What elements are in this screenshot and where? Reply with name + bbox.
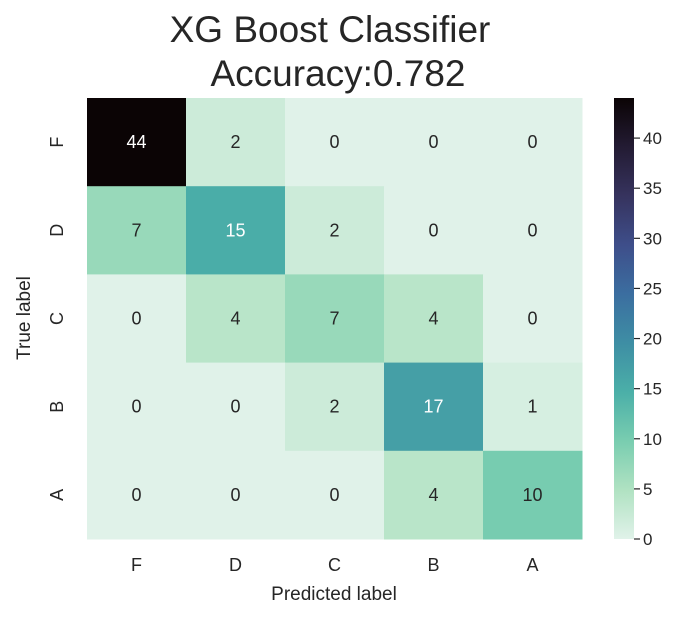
cell-value-label: 17 (423, 397, 443, 417)
chart-title: XG Boost Classifier (170, 9, 491, 50)
cell-value-label: 0 (131, 485, 141, 505)
cell-value-label: 0 (428, 220, 438, 240)
heatmap-cell-labels: 44 2 0 0 07 15 2 0 00 4 7 4 00 0 2 17 10 0 0 4 10 (126, 132, 542, 505)
heatmap-cells (87, 98, 583, 540)
cell-value-label: 0 (527, 132, 537, 152)
heatmap-cell (186, 186, 286, 275)
y-tick-label: C (47, 312, 67, 325)
cell-value-label: 0 (527, 220, 537, 240)
x-tick-label: F (131, 555, 142, 575)
cell-value-label: 7 (131, 220, 141, 240)
cell-value-label: 0 (428, 132, 438, 152)
heatmap-cell (483, 274, 583, 364)
cell-value-label: 10 (522, 485, 542, 505)
cell-value-label: 4 (428, 485, 438, 505)
heatmap-cell (87, 450, 187, 540)
cell-value-label: 2 (230, 132, 240, 152)
cell-value-label: 0 (329, 485, 339, 505)
heatmap-cell (483, 362, 583, 452)
heatmap-cell (384, 362, 484, 452)
heatmap-cell (186, 274, 286, 364)
chart-subtitle: Accuracy:0.782 (210, 53, 465, 94)
heatmap-cell (87, 186, 187, 275)
heatmap-cell (483, 450, 583, 540)
heatmap-cell (384, 450, 484, 540)
cell-value-label: 0 (131, 309, 141, 329)
colorbar-tick-label: 40 (643, 129, 662, 148)
cell-value-label: 7 (329, 309, 339, 329)
heatmap-cell (384, 274, 484, 364)
heatmap-cell (87, 362, 187, 452)
heatmap-cell (483, 98, 583, 187)
cell-value-label: 0 (527, 309, 537, 329)
colorbar-tick-label: 5 (643, 480, 652, 499)
heatmap-cell (483, 186, 583, 275)
heatmap-cell (87, 274, 187, 364)
heatmap-cell (384, 186, 484, 275)
cell-value-label: 15 (225, 220, 245, 240)
heatmap-cell (186, 98, 286, 187)
y-axis-label: True label (14, 276, 35, 360)
heatmap-cell (285, 450, 385, 540)
x-axis-label: Predicted label (271, 584, 397, 605)
cell-value-label: 2 (329, 397, 339, 417)
x-tick-label: B (427, 555, 439, 575)
cell-value-label: 0 (329, 132, 339, 152)
cell-value-label: 4 (230, 309, 240, 329)
heatmap-cell (285, 362, 385, 452)
cell-value-label: 44 (126, 132, 146, 152)
y-tick-label: F (47, 137, 67, 148)
heatmap-cell (87, 98, 187, 187)
heatmap-cell (285, 186, 385, 275)
cell-value-label: 0 (230, 485, 240, 505)
colorbar-tick-label: 20 (643, 330, 662, 349)
x-tick-label: D (229, 555, 242, 575)
colorbar-tick-label: 10 (643, 430, 662, 449)
cell-value-label: 0 (230, 397, 240, 417)
cell-value-label: 0 (131, 397, 141, 417)
heatmap-cell (384, 98, 484, 187)
y-tick-label: B (47, 401, 67, 413)
y-tick-label: D (47, 224, 67, 237)
cell-value-label: 4 (428, 309, 438, 329)
colorbar-tick-label: 15 (643, 380, 662, 399)
heatmap-cell (186, 450, 286, 540)
y-axis-ticks: F D C B A (47, 137, 67, 501)
colorbar-tick-label: 0 (643, 530, 652, 549)
colorbar-tick-label: 25 (643, 279, 662, 298)
colorbar (614, 98, 634, 539)
colorbar-ticks: 0 5 10 15 20 25 30 35 40 (634, 129, 662, 549)
heatmap-cell (285, 274, 385, 364)
heatmap-cell (186, 362, 286, 452)
cell-value-label: 2 (329, 220, 339, 240)
heatmap-cell (285, 98, 385, 187)
colorbar-tick-label: 35 (643, 179, 662, 198)
x-tick-label: C (328, 555, 341, 575)
colorbar-tick-label: 30 (643, 229, 662, 248)
x-tick-label: A (526, 555, 538, 575)
y-tick-label: A (47, 489, 67, 501)
cell-value-label: 1 (527, 397, 537, 417)
